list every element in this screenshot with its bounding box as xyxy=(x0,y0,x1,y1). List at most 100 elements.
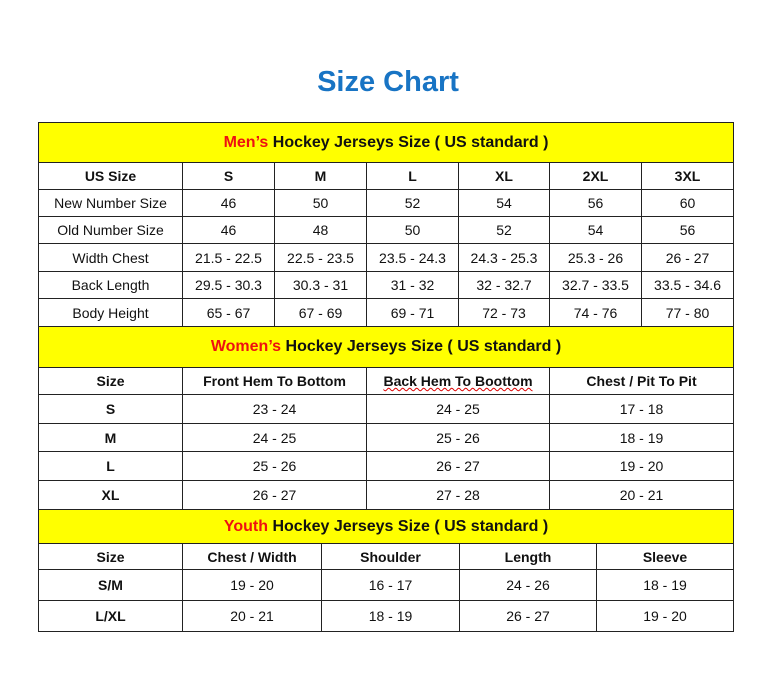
table-cell: 69 - 71 xyxy=(366,298,459,327)
table-cell: 50 xyxy=(274,189,367,217)
column-header-text: Back Hem To Boottom xyxy=(383,373,533,389)
column-header: S xyxy=(182,162,275,190)
table-row: Back Length 29.5 - 30.3 30.3 - 31 31 - 32 32… xyxy=(38,271,735,299)
column-header: Length xyxy=(459,543,597,570)
table-cell: 54 xyxy=(458,189,550,217)
table-cell: 26 - 27 xyxy=(640,243,735,272)
table-cell: 60 xyxy=(640,189,735,217)
table-cell: 67 - 69 xyxy=(274,298,367,327)
table-cell: 18 - 19 xyxy=(595,569,735,601)
column-header: US Size xyxy=(38,162,183,190)
row-label: S/M xyxy=(38,569,183,601)
column-header: Sleeve xyxy=(595,543,735,570)
table-cell: 46 xyxy=(182,189,275,217)
table-cell: 19 - 20 xyxy=(548,451,735,481)
row-label: Old Number Size xyxy=(38,216,183,244)
table-row: S 23 - 24 24 - 25 17 - 18 xyxy=(38,394,735,424)
table-cell: 26 - 27 xyxy=(459,600,597,632)
section-highlight: Men’s xyxy=(223,133,269,151)
column-header: Shoulder xyxy=(321,543,460,570)
table-cell: 46 xyxy=(182,216,275,244)
section-title: Men’s Hockey Jerseys Size ( US standard … xyxy=(37,122,735,163)
section-heading-text: Hockey Jerseys Size ( US standard ) xyxy=(268,133,549,151)
row-label: New Number Size xyxy=(38,189,183,217)
table-cell: 33.5 - 34.6 xyxy=(640,271,735,299)
table-cell: 48 xyxy=(274,216,367,244)
youth-section-heading: Youth Hockey Jerseys Size ( US standard … xyxy=(37,509,735,544)
table-cell: 17 - 18 xyxy=(548,394,735,424)
column-header: XL xyxy=(458,162,550,190)
table-cell: 72 - 73 xyxy=(458,298,550,327)
table-row: New Number Size 46 50 52 54 56 60 xyxy=(38,189,735,217)
row-label: L/XL xyxy=(38,600,183,632)
table-cell: 20 - 21 xyxy=(182,600,322,632)
row-label: M xyxy=(38,423,183,452)
row-label: L xyxy=(38,451,183,481)
table-row: Body Height 65 - 67 67 - 69 69 - 71 72 - 73 7… xyxy=(38,298,735,327)
table-cell: 24 - 25 xyxy=(366,394,550,424)
table-cell: 27 - 28 xyxy=(366,480,550,510)
table-cell: 21.5 - 22.5 xyxy=(182,243,275,272)
table-cell: 18 - 19 xyxy=(321,600,460,632)
table-cell: 77 - 80 xyxy=(640,298,735,327)
table-cell: 56 xyxy=(549,189,642,217)
table-cell: 52 xyxy=(366,189,459,217)
section-heading-text: Hockey Jerseys Size ( US standard ) xyxy=(281,338,562,355)
table-cell: 24 - 26 xyxy=(459,569,597,601)
table-cell: 24 - 25 xyxy=(182,423,367,452)
table-cell: 26 - 27 xyxy=(366,451,550,481)
table-cell: 25.3 - 26 xyxy=(549,243,642,272)
table-cell: 18 - 19 xyxy=(548,423,735,452)
men-size-table: Men’s Hockey Jerseys Size ( US standard … xyxy=(37,122,735,327)
table-cell: 29.5 - 30.3 xyxy=(182,271,275,299)
column-header: Size xyxy=(38,367,183,395)
table-cell: 22.5 - 23.5 xyxy=(274,243,367,272)
table-cell: 32 - 32.7 xyxy=(458,271,550,299)
table-cell: 19 - 20 xyxy=(595,600,735,632)
table-cell: 50 xyxy=(366,216,459,244)
row-label: Back Length xyxy=(38,271,183,299)
table-cell: 52 xyxy=(458,216,550,244)
table-cell: 16 - 17 xyxy=(321,569,460,601)
table-cell: 30.3 - 31 xyxy=(274,271,367,299)
table-row: L 25 - 26 26 - 27 19 - 20 xyxy=(38,451,735,481)
header-row: US Size S M L XL 2XL 3XL xyxy=(38,162,735,190)
column-header: Back Hem To Boottom xyxy=(366,367,550,395)
row-label: S xyxy=(38,394,183,424)
table-cell: 32.7 - 33.5 xyxy=(549,271,642,299)
men-section-heading: Men’s Hockey Jerseys Size ( US standard … xyxy=(37,122,735,163)
row-label: Body Height xyxy=(38,298,183,327)
table-row: L/XL 20 - 21 18 - 19 26 - 27 19 - 20 xyxy=(38,600,735,632)
table-row: Old Number Size 46 48 50 52 54 56 xyxy=(38,216,735,244)
table-cell: 23 - 24 xyxy=(182,394,367,424)
table-cell: 20 - 21 xyxy=(548,480,735,510)
table-cell: 31 - 32 xyxy=(366,271,459,299)
table-row: S/M 19 - 20 16 - 17 24 - 26 18 - 19 xyxy=(38,569,735,601)
section-title: Youth Hockey Jerseys Size ( US standard … xyxy=(37,509,735,544)
column-header: L xyxy=(366,162,459,190)
column-header: Front Hem To Bottom xyxy=(182,367,367,395)
table-cell: 19 - 20 xyxy=(182,569,322,601)
row-label: Width Chest xyxy=(38,243,183,272)
section-title: Women’s Hockey Jerseys Size ( US standar… xyxy=(37,326,735,368)
table-cell: 24.3 - 25.3 xyxy=(458,243,550,272)
column-header: M xyxy=(274,162,367,190)
women-size-table: Women’s Hockey Jerseys Size ( US standar… xyxy=(37,326,735,510)
table-row: Width Chest 21.5 - 22.5 22.5 - 23.5 23.5 - … xyxy=(38,243,735,272)
row-label: XL xyxy=(38,480,183,510)
table-cell: 25 - 26 xyxy=(182,451,367,481)
table-cell: 26 - 27 xyxy=(182,480,367,510)
table-cell: 65 - 67 xyxy=(182,298,275,327)
column-header: Chest / Width xyxy=(182,543,322,570)
column-header: Chest / Pit To Pit xyxy=(548,367,735,395)
table-cell: 56 xyxy=(640,216,735,244)
section-heading-text: Hockey Jerseys Size ( US standard ) xyxy=(268,517,549,535)
header-row: Size Front Hem To Bottom Back Hem To Boott… xyxy=(38,367,735,395)
table-cell: 25 - 26 xyxy=(366,423,550,452)
column-header: Size xyxy=(38,543,183,570)
section-highlight: Youth xyxy=(223,517,269,535)
column-header: 2XL xyxy=(549,162,642,190)
table-row: M 24 - 25 25 - 26 18 - 19 xyxy=(38,423,735,452)
table-cell: 54 xyxy=(549,216,642,244)
youth-size-table: Youth Hockey Jerseys Size ( US standard … xyxy=(37,509,735,632)
